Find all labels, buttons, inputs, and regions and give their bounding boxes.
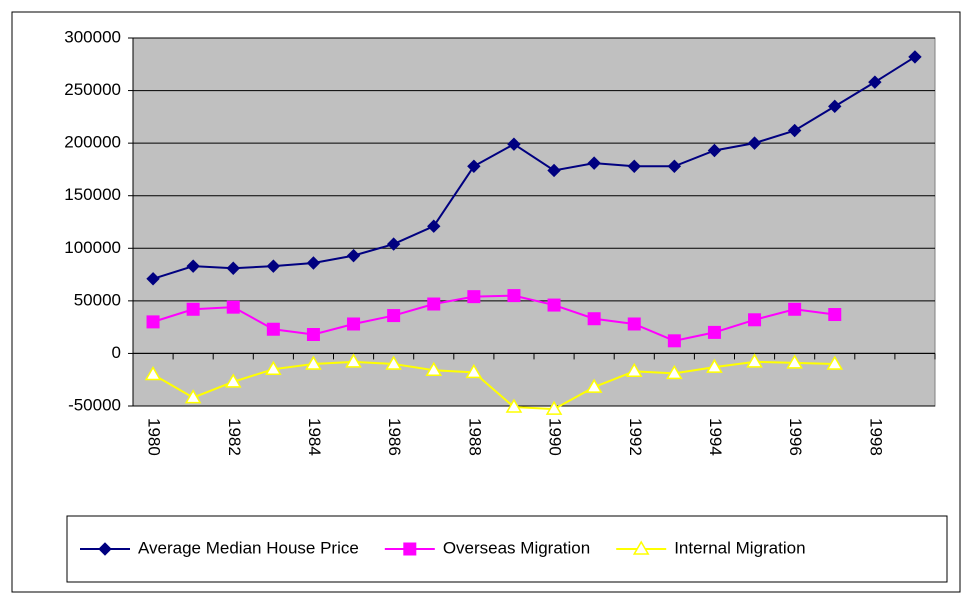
marker — [826, 355, 844, 370]
marker — [828, 99, 842, 114]
marker — [707, 143, 722, 158]
marker — [386, 237, 401, 251]
marker — [346, 248, 361, 263]
marker — [706, 358, 723, 373]
marker — [547, 298, 561, 312]
y-tick-label: 200000 — [64, 133, 121, 152]
marker — [184, 389, 202, 404]
x-tick-label: 1986 — [385, 418, 404, 456]
legend-label: Average Median House Price — [138, 538, 359, 557]
marker — [632, 540, 650, 555]
legend-label: Overseas Migration — [443, 538, 590, 557]
marker — [667, 159, 682, 173]
series-line — [152, 56, 916, 280]
marker — [467, 159, 481, 173]
marker — [908, 50, 922, 64]
marker — [146, 315, 160, 329]
marker — [266, 259, 281, 273]
marker — [224, 373, 242, 388]
marker — [98, 542, 112, 556]
y-tick-label: 300000 — [64, 27, 121, 46]
marker — [545, 400, 563, 415]
y-tick-label: 100000 — [64, 238, 121, 257]
marker — [547, 163, 561, 178]
y-tick-label: 50000 — [74, 290, 121, 309]
marker — [748, 313, 762, 327]
marker — [266, 322, 280, 336]
marker — [625, 362, 643, 378]
marker — [345, 353, 362, 368]
marker — [505, 398, 523, 413]
marker — [465, 363, 483, 379]
marker — [667, 334, 681, 348]
marker — [265, 360, 282, 375]
marker — [385, 355, 402, 370]
marker — [403, 542, 417, 556]
legend-label: Internal Migration — [674, 538, 805, 557]
marker — [144, 365, 162, 381]
marker — [747, 136, 762, 150]
marker — [186, 302, 200, 316]
marker — [226, 261, 240, 275]
marker — [427, 297, 441, 311]
x-tick-label: 1992 — [626, 418, 645, 456]
marker — [746, 353, 763, 368]
marker — [787, 123, 802, 138]
marker — [186, 259, 200, 273]
x-tick-label: 1984 — [305, 418, 324, 456]
marker — [347, 317, 361, 331]
legend: Average Median House Price Overseas Migra… — [66, 515, 948, 583]
series-line — [152, 294, 835, 342]
marker — [427, 219, 441, 233]
y-tick-label: -50000 — [68, 395, 121, 414]
y-tick-label: 150000 — [64, 185, 121, 204]
y-tick-label: 0 — [112, 343, 121, 362]
plot-area — [132, 37, 936, 407]
marker — [585, 378, 603, 393]
marker — [666, 364, 683, 380]
marker — [587, 156, 601, 170]
marker — [828, 308, 842, 322]
marker — [507, 289, 521, 303]
marker — [387, 309, 401, 323]
marker — [627, 317, 641, 331]
marker — [305, 355, 322, 370]
marker — [146, 272, 160, 286]
marker — [707, 325, 721, 339]
x-tick-label: 1994 — [706, 418, 725, 456]
x-tick-label: 1990 — [546, 418, 565, 456]
marker — [786, 354, 803, 369]
x-tick-label: 1996 — [786, 418, 805, 456]
marker — [306, 328, 320, 342]
x-tick-label: 1998 — [866, 418, 885, 456]
marker — [507, 137, 521, 151]
marker — [788, 302, 802, 316]
x-tick-label: 1982 — [225, 418, 244, 456]
marker — [467, 290, 481, 304]
legend-box — [66, 515, 948, 583]
x-tick-label: 1988 — [465, 418, 484, 456]
y-tick-label: 250000 — [64, 80, 121, 99]
marker — [425, 361, 443, 377]
marker — [627, 159, 641, 173]
marker — [306, 256, 321, 270]
marker — [587, 312, 601, 326]
x-tick-label: 1980 — [145, 418, 164, 456]
series-line — [152, 360, 835, 411]
marker — [226, 300, 240, 314]
marker — [868, 75, 882, 89]
